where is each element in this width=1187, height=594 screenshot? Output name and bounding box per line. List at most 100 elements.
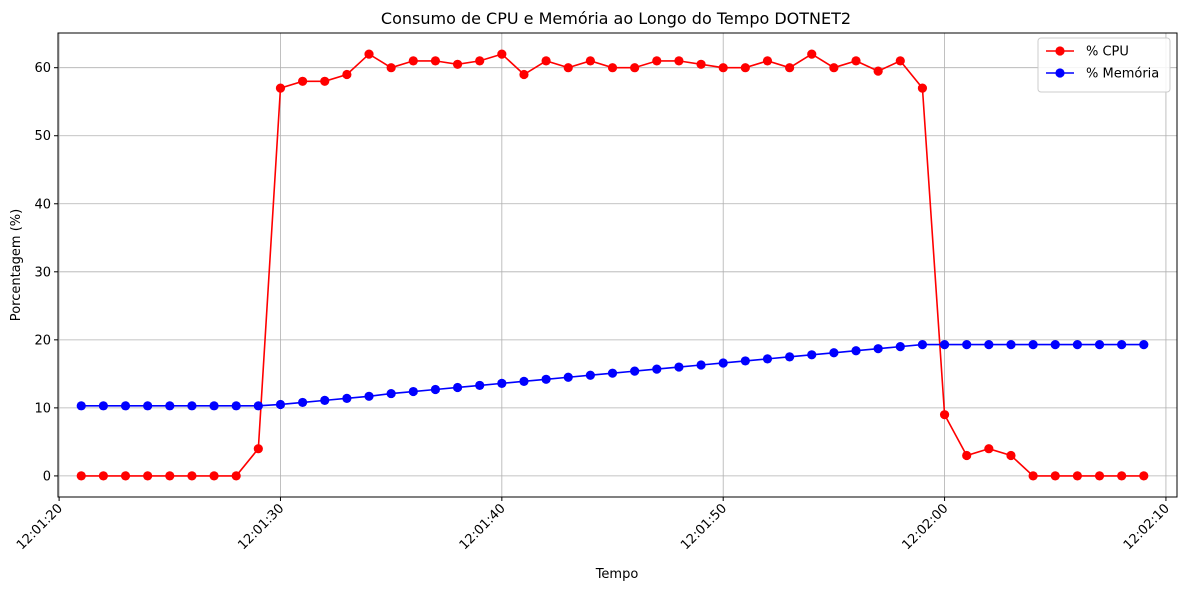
data-point bbox=[696, 360, 706, 370]
data-point bbox=[231, 471, 241, 481]
y-tick-label: 30 bbox=[34, 265, 51, 280]
data-point bbox=[851, 346, 861, 356]
data-point bbox=[1050, 471, 1060, 481]
data-point bbox=[652, 364, 662, 374]
plot-area-frame bbox=[57, 32, 1178, 498]
data-point bbox=[851, 56, 861, 66]
data-point bbox=[76, 401, 86, 411]
legend-item: % CPU bbox=[1046, 45, 1129, 60]
x-tick-label: 12:01:40 bbox=[457, 501, 509, 553]
data-point bbox=[762, 354, 773, 364]
data-point bbox=[563, 372, 573, 382]
data-point bbox=[807, 49, 817, 59]
y-tick-label: 50 bbox=[34, 129, 51, 144]
data-point bbox=[674, 362, 684, 372]
legend: % CPU % Memória bbox=[1037, 37, 1171, 93]
data-point bbox=[231, 401, 241, 411]
chart-title: Consumo de CPU e Memória ao Longo do Tem… bbox=[381, 9, 851, 28]
data-point bbox=[253, 444, 263, 454]
data-point bbox=[984, 340, 994, 350]
data-point bbox=[1072, 340, 1082, 350]
data-point bbox=[1117, 471, 1127, 481]
data-point bbox=[497, 378, 507, 388]
data-point bbox=[585, 370, 595, 380]
data-point bbox=[298, 76, 308, 86]
data-point bbox=[1050, 340, 1060, 350]
series-layer bbox=[76, 49, 1149, 481]
data-point bbox=[452, 59, 463, 69]
data-point bbox=[785, 63, 795, 73]
data-point bbox=[320, 395, 330, 405]
data-point bbox=[98, 401, 108, 411]
data-point bbox=[342, 393, 352, 403]
data-point bbox=[740, 63, 750, 73]
data-point bbox=[873, 344, 883, 354]
data-point bbox=[1094, 471, 1105, 481]
data-point bbox=[696, 59, 706, 69]
data-point bbox=[607, 368, 618, 378]
data-point bbox=[120, 471, 131, 481]
data-point bbox=[652, 56, 662, 66]
data-point bbox=[895, 56, 905, 66]
data-point bbox=[807, 350, 817, 360]
data-point bbox=[1006, 340, 1016, 350]
data-point bbox=[120, 401, 131, 411]
data-point bbox=[452, 382, 463, 393]
data-point bbox=[762, 56, 773, 66]
data-point bbox=[718, 358, 728, 368]
x-tick-label: 12:02:10 bbox=[1121, 501, 1173, 553]
data-point bbox=[98, 471, 108, 481]
data-point bbox=[165, 401, 175, 411]
data-point bbox=[519, 69, 529, 80]
x-tick-label: 12:01:50 bbox=[678, 501, 730, 553]
x-tick-label: 12:01:30 bbox=[235, 501, 287, 553]
data-point bbox=[585, 56, 595, 66]
x-axis-label: Tempo bbox=[595, 567, 639, 582]
legend-label: % CPU bbox=[1086, 45, 1129, 60]
data-point bbox=[143, 471, 153, 481]
grid-lines bbox=[58, 33, 1177, 497]
data-point bbox=[917, 340, 928, 350]
legend-marker bbox=[1055, 68, 1065, 78]
data-point bbox=[829, 348, 839, 358]
data-point bbox=[143, 401, 153, 411]
data-point bbox=[342, 69, 352, 80]
data-point bbox=[1072, 471, 1082, 481]
data-point bbox=[187, 401, 197, 411]
data-point bbox=[364, 391, 374, 401]
data-point bbox=[1028, 471, 1038, 481]
y-tick-label: 40 bbox=[34, 197, 51, 212]
axis-ticks: 0 10 20 30 40 50 60 12:01:20 12:01:30 12:01:40 12:… bbox=[14, 61, 1173, 553]
data-point bbox=[408, 56, 418, 66]
x-tick-label: 12:02:00 bbox=[900, 501, 952, 553]
data-point bbox=[541, 374, 551, 384]
data-point bbox=[475, 380, 485, 391]
data-point bbox=[1139, 471, 1149, 481]
y-tick-label: 0 bbox=[43, 469, 51, 484]
data-point bbox=[408, 386, 418, 397]
data-point bbox=[209, 401, 219, 411]
data-point bbox=[1139, 340, 1149, 350]
legend-item: % Memória bbox=[1046, 67, 1159, 82]
data-point bbox=[630, 366, 640, 376]
data-point bbox=[1117, 340, 1127, 350]
data-point bbox=[275, 83, 286, 93]
data-point bbox=[740, 356, 750, 366]
data-point bbox=[165, 471, 175, 481]
data-point bbox=[275, 399, 286, 410]
series-memory bbox=[76, 340, 1149, 411]
data-point bbox=[873, 66, 883, 76]
y-tick-label: 60 bbox=[34, 61, 51, 76]
data-point bbox=[298, 397, 308, 408]
data-point bbox=[895, 342, 905, 352]
data-point bbox=[962, 340, 972, 350]
y-axis-label: Porcentagem (%) bbox=[9, 209, 24, 321]
data-point bbox=[1028, 340, 1038, 350]
data-point bbox=[1006, 450, 1016, 461]
data-point bbox=[430, 56, 441, 66]
data-point bbox=[785, 352, 795, 362]
data-point bbox=[519, 376, 529, 386]
data-point bbox=[674, 56, 684, 66]
data-point bbox=[430, 384, 441, 395]
